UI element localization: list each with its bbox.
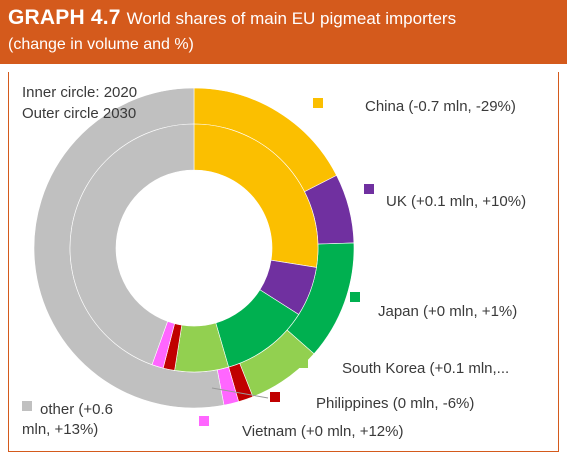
chart-title: World shares of main EU pigmeat importer… <box>126 9 457 28</box>
legend-label-japan: Japan (+0 mln, +1%) <box>378 303 517 320</box>
legend-label-china: China (-0.7 mln, -29%) <box>365 98 516 115</box>
inner-slice-other <box>69 123 195 366</box>
legend-marker-china <box>313 98 323 108</box>
legend-marker-other <box>22 401 32 411</box>
chart-header: GRAPH 4.7 World shares of main EU pigmeat… <box>0 0 567 64</box>
legend-marker-uk <box>364 184 374 194</box>
chart-subtitle: (change in volume and %) <box>8 36 194 53</box>
legend-marker-japan <box>350 292 360 302</box>
legend-label-other: other (+0.6 <box>40 401 113 418</box>
header-title-line: GRAPH 4.7 World shares of main EU pigmeat… <box>8 6 456 30</box>
legend-label-other-line-2: mln, +13%) <box>22 421 98 438</box>
legend-label-south-korea: South Korea (+0.1 mln,... <box>342 360 509 377</box>
legend-marker-south-korea <box>298 358 308 368</box>
inner-ring <box>69 123 319 373</box>
outer-circle-note: Outer circle 2030 <box>22 105 136 122</box>
plot-frame <box>8 72 559 452</box>
legend: China (-0.7 mln, -29%) UK (+0.1 mln, +10%… <box>22 98 526 440</box>
graph-number: GRAPH 4.7 <box>8 6 121 29</box>
legend-marker-vietnam <box>199 416 209 426</box>
legend-label-philippines: Philippines (0 mln, -6%) <box>316 395 474 412</box>
inner-circle-note: Inner circle: 2020 <box>22 84 137 101</box>
outer-ring <box>33 87 355 409</box>
leader-line-philippines <box>211 387 269 399</box>
legend-label-vietnam: Vietnam (+0 mln, +12%) <box>242 423 403 440</box>
legend-marker-philippines <box>270 392 280 402</box>
inner-slice-china <box>193 123 319 268</box>
legend-label-uk: UK (+0.1 mln, +10%) <box>386 193 526 210</box>
